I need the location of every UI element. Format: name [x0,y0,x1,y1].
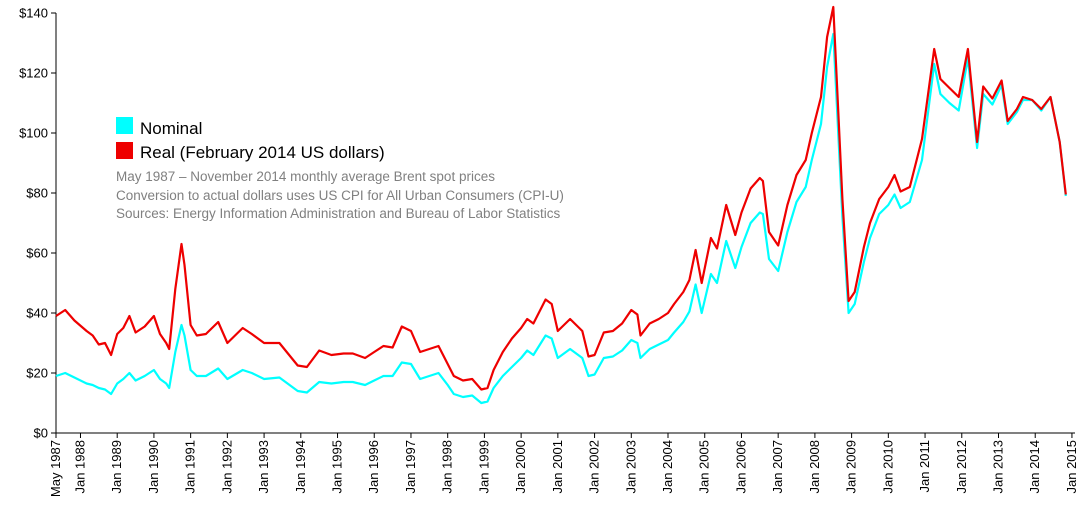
note-conversion: Conversion to actual dollars uses US CPI… [116,188,564,203]
x-tick-label: Jan 2007 [770,440,785,494]
x-tick-label: Jan 2002 [587,440,602,494]
x-tick-label: Jan 1988 [72,440,87,494]
y-tick-label: $120 [19,66,48,81]
x-tick-label: Jan 2006 [733,440,748,494]
series-lines [55,5,1067,405]
x-tick-label: Jan 1997 [403,440,418,494]
note-sources: Sources: Energy Information Administrati… [116,206,560,221]
x-tick-label: Jan 2004 [660,440,675,494]
series-line-nominal [55,32,1067,405]
legend-label-real: Real (February 2014 US dollars) [140,143,385,162]
y-tick-label: $80 [26,186,48,201]
x-tick-label: Jan 2015 [1064,440,1079,494]
x-tick-label: Jan 2008 [807,440,822,494]
y-tick-label: $20 [26,366,48,381]
x-tick-label: Jan 2009 [844,440,859,494]
series-line-real [55,5,1067,391]
legend-swatch-real [116,142,133,159]
x-tick-label: Jan 1994 [293,440,308,494]
x-tick-label: Jan 1998 [440,440,455,494]
x-tick-label: Jan 2013 [990,440,1005,494]
x-axis: May 1987 Jan 1988 Jan 1989 Jan 1990 Jan 1991… [48,432,1079,497]
x-tick-label: Jan 1990 [146,440,161,494]
x-tick-label: May 1987 [48,440,63,497]
note-date-range: May 1987 – November 2014 monthly average… [116,169,495,184]
x-tick-label: Jan 1992 [219,440,234,494]
x-tick-label: Jan 1996 [366,440,381,494]
chart-notes: May 1987 – November 2014 monthly average… [116,169,564,221]
x-tick-label: Jan 1993 [256,440,271,494]
x-tick-label: Jan 2014 [1027,440,1042,494]
y-tick-label: $100 [19,126,48,141]
legend: Nominal Real (February 2014 US dollars) [116,117,385,162]
x-tick-label: Jan 1989 [109,440,124,494]
legend-swatch-nominal [116,117,133,134]
y-tick-label: $60 [26,246,48,261]
x-tick-label: Jan 2012 [954,440,969,494]
x-tick-label: Jan 2011 [917,440,932,493]
y-tick-label: $140 [19,6,48,21]
y-tick-label: $0 [34,426,48,441]
x-tick-label: Jan 2000 [513,440,528,494]
y-tick-label: $40 [26,306,48,321]
x-tick-label: Jan 1995 [330,440,345,494]
x-tick-label: Jan 2001 [550,440,565,494]
y-axis: $0 $20 $40 $60 $80 $100 $120 $140 [19,6,57,441]
x-tick-label: Jan 1999 [476,440,491,494]
x-tick-label: Jan 2010 [880,440,895,494]
x-tick-label: Jan 2003 [623,440,638,494]
x-tick-label: Jan 2005 [697,440,712,494]
x-tick-label: Jan 1991 [183,440,198,494]
legend-label-nominal: Nominal [140,119,202,138]
